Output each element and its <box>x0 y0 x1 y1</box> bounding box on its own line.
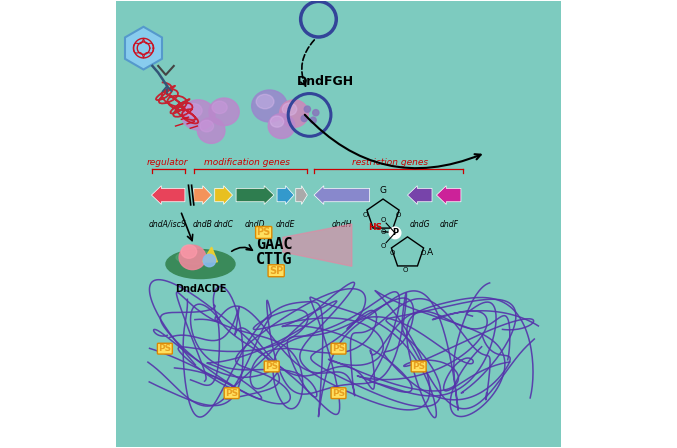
FancyArrow shape <box>296 186 307 204</box>
Ellipse shape <box>200 120 214 132</box>
Ellipse shape <box>181 100 215 130</box>
Text: PS: PS <box>225 389 238 398</box>
Text: DndFGH: DndFGH <box>297 75 353 88</box>
Text: G: G <box>380 186 387 195</box>
Ellipse shape <box>282 103 297 115</box>
Circle shape <box>310 117 316 123</box>
Text: HS: HS <box>368 223 383 232</box>
Polygon shape <box>202 247 217 262</box>
Text: PS: PS <box>412 362 425 371</box>
Ellipse shape <box>268 114 295 138</box>
Text: PS: PS <box>257 228 271 237</box>
FancyArrow shape <box>437 186 461 204</box>
Ellipse shape <box>270 116 284 127</box>
Text: O: O <box>362 212 368 218</box>
Text: PS: PS <box>158 344 171 353</box>
Text: dndG: dndG <box>410 220 430 228</box>
Circle shape <box>389 227 401 239</box>
Polygon shape <box>125 27 162 69</box>
Text: O: O <box>403 267 408 273</box>
Ellipse shape <box>176 251 216 264</box>
FancyArrow shape <box>152 186 185 204</box>
Text: CTTG: CTTG <box>256 252 292 267</box>
Ellipse shape <box>166 250 235 279</box>
FancyArrow shape <box>215 186 232 204</box>
Text: dndE: dndE <box>276 220 295 228</box>
Polygon shape <box>283 224 352 266</box>
Ellipse shape <box>280 100 309 127</box>
Text: GAAC: GAAC <box>256 237 292 251</box>
Circle shape <box>301 116 307 121</box>
Text: DndACDE: DndACDE <box>175 284 226 294</box>
Text: dndF: dndF <box>439 220 458 228</box>
Circle shape <box>313 110 319 116</box>
FancyArrow shape <box>314 186 370 204</box>
Text: dndC: dndC <box>214 220 234 228</box>
Text: modification genes: modification genes <box>204 159 290 168</box>
Ellipse shape <box>256 95 274 109</box>
FancyArrow shape <box>408 186 432 204</box>
Text: PS: PS <box>265 362 278 371</box>
Ellipse shape <box>185 103 202 117</box>
Text: O: O <box>396 212 401 218</box>
FancyArrow shape <box>236 186 274 204</box>
Text: PS: PS <box>332 344 345 353</box>
Text: PS: PS <box>332 389 345 398</box>
Ellipse shape <box>209 98 239 125</box>
Circle shape <box>203 254 215 267</box>
Text: dndA/iscS: dndA/iscS <box>148 220 186 228</box>
Text: O: O <box>380 216 386 223</box>
Text: O: O <box>380 228 386 235</box>
Text: dndH: dndH <box>332 220 352 228</box>
FancyArrow shape <box>194 186 212 204</box>
Text: A: A <box>427 249 433 258</box>
Circle shape <box>304 106 311 112</box>
FancyArrow shape <box>277 186 294 204</box>
Text: O: O <box>420 250 426 256</box>
Text: O: O <box>389 250 395 256</box>
Text: P: P <box>392 228 398 237</box>
Text: O: O <box>380 243 386 249</box>
Ellipse shape <box>212 101 227 113</box>
Text: SP: SP <box>269 266 283 276</box>
Text: regulator: regulator <box>146 159 188 168</box>
Ellipse shape <box>198 117 225 143</box>
Ellipse shape <box>181 245 197 258</box>
Text: dndD: dndD <box>245 220 265 228</box>
Text: dndB: dndB <box>193 220 213 228</box>
Text: restriction genes: restriction genes <box>351 159 428 168</box>
Ellipse shape <box>179 245 206 270</box>
Ellipse shape <box>252 90 287 122</box>
FancyBboxPatch shape <box>93 0 588 448</box>
